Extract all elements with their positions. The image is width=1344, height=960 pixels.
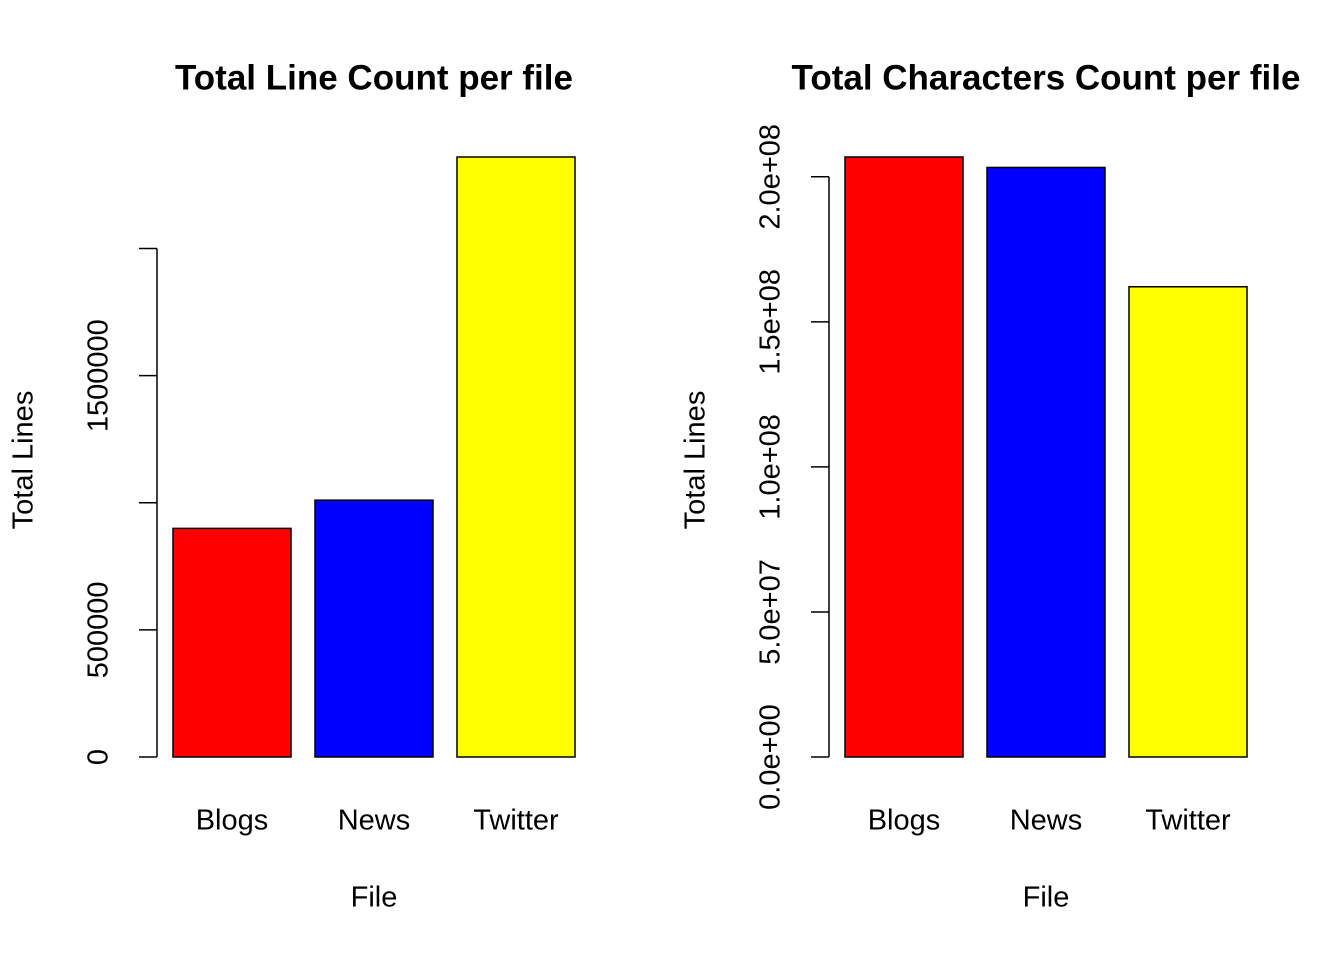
x-tick-label: Blogs <box>196 805 269 837</box>
bar <box>314 499 434 758</box>
y-axis-label: Total Lines <box>8 391 40 530</box>
x-tick-label: Twitter <box>473 805 559 837</box>
bar <box>844 156 964 758</box>
x-axis-label: File <box>351 882 398 914</box>
y-axis-label: Total Lines <box>680 391 712 530</box>
y-tick-label: 1.0e+08 <box>755 414 787 520</box>
y-tick-label: 1.5e+08 <box>755 269 787 375</box>
x-tick-label: Blogs <box>868 805 941 837</box>
y-tick-label: 0 <box>83 749 115 765</box>
chart-title: Total Characters Count per file <box>792 58 1301 97</box>
y-tick-label: 1500000 <box>83 319 115 432</box>
y-tick-label: 5.0e+07 <box>755 559 787 665</box>
x-axis-label: File <box>1023 882 1070 914</box>
bar <box>172 527 292 758</box>
x-tick-label: News <box>1010 805 1083 837</box>
x-tick-label: Twitter <box>1145 805 1231 837</box>
chart-title: Total Line Count per file <box>175 58 573 97</box>
bar <box>456 156 576 758</box>
bar <box>1128 286 1248 758</box>
bar <box>986 166 1106 758</box>
y-tick-label: 0.0e+00 <box>755 704 787 810</box>
x-tick-label: News <box>338 805 411 837</box>
y-tick-label: 500000 <box>83 581 115 678</box>
y-tick-label: 2.0e+08 <box>755 124 787 230</box>
